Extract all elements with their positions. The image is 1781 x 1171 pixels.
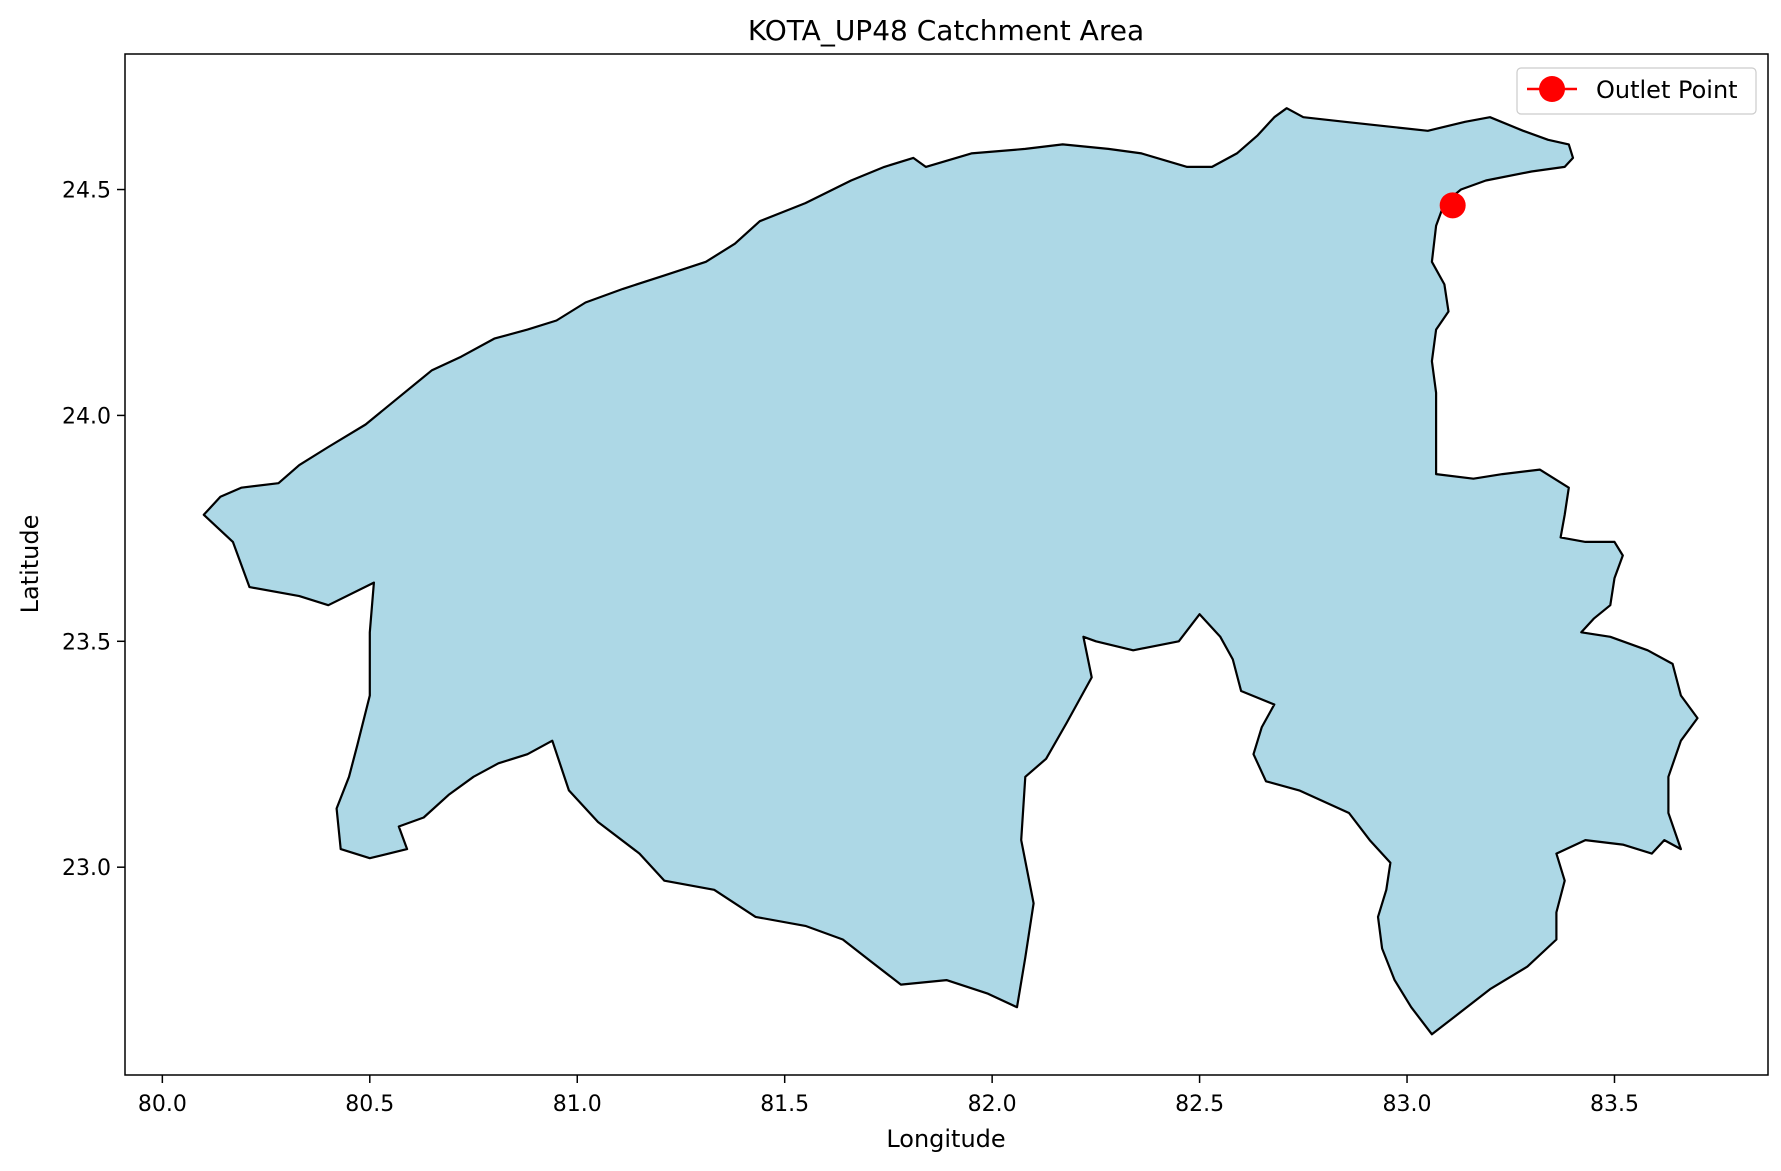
y-axis-label: Latitude — [16, 515, 44, 614]
x-tick-label: 80.0 — [138, 1092, 187, 1117]
legend: Outlet Point — [1516, 67, 1757, 115]
y-tick-label: 23.5 — [62, 630, 111, 655]
y-tick-label: 24.5 — [62, 179, 111, 204]
x-tick-label: 81.0 — [553, 1092, 602, 1117]
y-tick-label: 24.0 — [62, 404, 111, 429]
legend-label-outlet-point: Outlet Point — [1596, 76, 1738, 104]
legend-box — [1516, 67, 1757, 115]
plot-area — [202, 107, 1699, 1036]
y-axis-ticks: 23.0 23.5 24.0 24.5 — [62, 179, 125, 881]
chart-title: KOTA_UP48 Catchment Area — [748, 14, 1144, 47]
x-tick-label: 80.5 — [345, 1092, 394, 1117]
x-axis-ticks: 80.0 80.5 81.0 81.5 82.0 82.5 83.0 83.5 — [138, 1075, 1639, 1117]
x-tick-label: 83.5 — [1590, 1092, 1639, 1117]
x-tick-label: 83.0 — [1383, 1092, 1432, 1117]
axes-frame — [124, 53, 1769, 1076]
outlet-point-marker — [1439, 192, 1466, 219]
catchment-boundary-polygon — [202, 107, 1699, 1036]
y-tick-label: 23.0 — [62, 856, 111, 881]
x-axis-label: Longitude — [886, 1125, 1005, 1153]
x-tick-label: 82.5 — [1175, 1092, 1224, 1117]
x-tick-label: 81.5 — [760, 1092, 809, 1117]
x-tick-label: 82.0 — [968, 1092, 1017, 1117]
legend-marker-icon — [1539, 76, 1565, 102]
